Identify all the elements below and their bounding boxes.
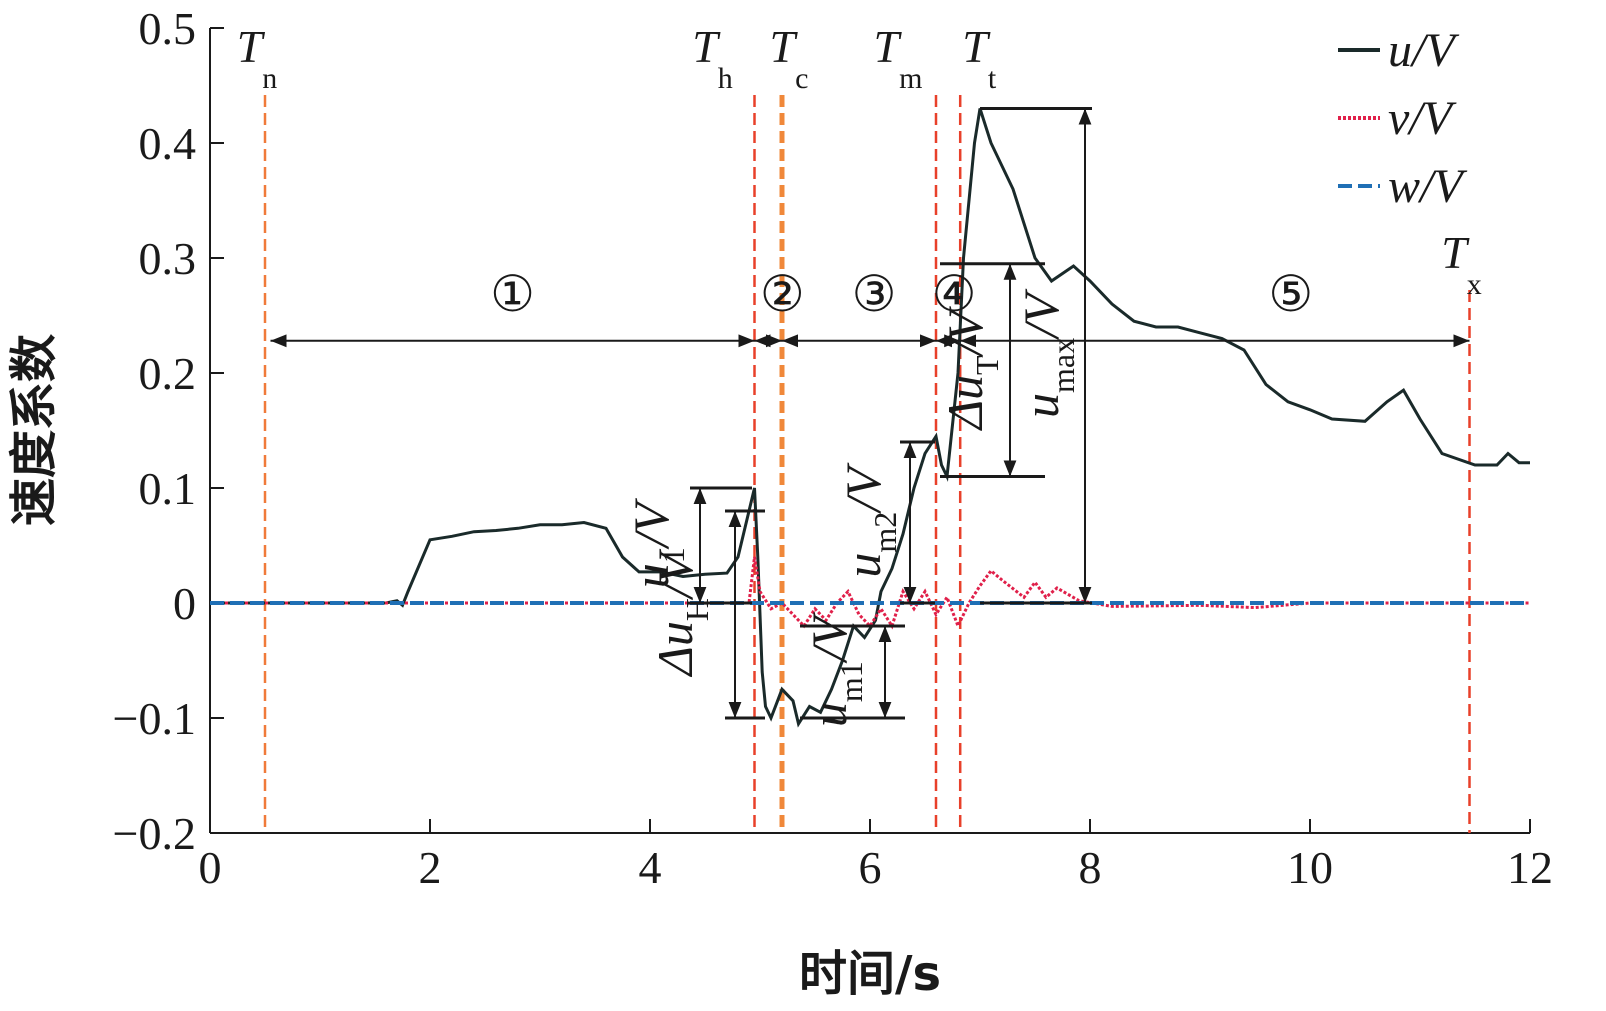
- y-tick-label: 0.2: [139, 348, 197, 399]
- marker-main: T: [237, 21, 266, 72]
- stage-label: ①: [490, 266, 535, 322]
- marker-label: Th: [692, 21, 733, 95]
- marker-label: Tt: [962, 21, 997, 95]
- marker-label: Tc: [770, 21, 809, 95]
- legend-label: w/V: [1388, 160, 1467, 213]
- dimension-label: ΔuT/V: [937, 305, 1005, 431]
- stage-label: ③: [852, 266, 897, 322]
- dimension-label: um1/V: [801, 611, 869, 727]
- y-tick-label: 0.3: [139, 233, 197, 284]
- y-tick-label: 0.5: [139, 3, 197, 54]
- x-tick-label: 10: [1287, 842, 1333, 893]
- stage-label: ②: [760, 266, 805, 322]
- dimension-main: Δu: [937, 375, 993, 431]
- y-axis-label: 速度系数: [6, 334, 62, 526]
- marker-main: T: [874, 21, 903, 72]
- marker-label: Tm: [874, 21, 923, 95]
- dimension-tail: /V: [623, 497, 679, 550]
- marker-main: T: [962, 21, 991, 72]
- y-tick-label: 0.1: [139, 463, 197, 514]
- dimension-tail: /V: [1013, 288, 1069, 341]
- dimension-sub: T: [969, 355, 1005, 375]
- dimension-label: umax/V: [1013, 288, 1081, 418]
- y-tick-label: −0.1: [113, 693, 196, 744]
- marker-sub: x: [1467, 268, 1482, 301]
- x-tick-label: 12: [1507, 842, 1553, 893]
- stage-label: ④: [932, 266, 977, 322]
- dimension-tail: /V: [801, 611, 857, 664]
- dimension-sub: m2: [867, 512, 903, 553]
- x-tick-label: 4: [639, 842, 662, 893]
- legend-label: u/V: [1388, 24, 1459, 77]
- dimension-sub: m1: [833, 661, 869, 702]
- dimension-sub: max: [1045, 338, 1081, 393]
- y-tick-label: 0.4: [139, 118, 197, 169]
- x-tick-label: 6: [859, 842, 882, 893]
- dimension-main: u: [801, 702, 857, 727]
- marker-label: Tx: [1441, 227, 1482, 301]
- series-line: [210, 108, 1530, 728]
- x-tick-label: 0: [199, 842, 222, 893]
- marker-sub: m: [899, 62, 922, 95]
- dimension-label: ΔuH/V: [647, 548, 715, 677]
- marker-sub: t: [988, 62, 997, 95]
- marker-label: Tn: [237, 21, 278, 95]
- marker-main: T: [770, 21, 799, 72]
- dimension-tail: /V: [647, 548, 703, 601]
- marker-sub: c: [795, 62, 808, 95]
- dimension-label: um2/V: [835, 462, 903, 578]
- marker-sub: h: [718, 62, 733, 95]
- y-tick-label: −0.2: [113, 808, 196, 859]
- dimension-main: Δu: [647, 621, 703, 677]
- stage-label: ⑤: [1268, 266, 1313, 322]
- x-tick-label: 2: [419, 842, 442, 893]
- dimension-label: u1/V: [623, 497, 691, 588]
- x-axis-label: 时间/s: [799, 946, 941, 1002]
- marker-main: T: [1441, 227, 1470, 278]
- dimension-sub: H: [679, 598, 715, 621]
- series-line: [210, 556, 1530, 630]
- dimension-tail: /V: [835, 462, 891, 515]
- dimension-sub: 1: [655, 547, 691, 563]
- dimension-tail: /V: [937, 305, 993, 358]
- x-tick-label: 8: [1079, 842, 1102, 893]
- marker-main: T: [692, 21, 721, 72]
- legend-label: v/V: [1388, 92, 1457, 145]
- dimension-main: u: [835, 553, 891, 578]
- y-tick-label: 0: [173, 578, 196, 629]
- dimension-main: u: [623, 563, 679, 588]
- marker-sub: n: [262, 62, 277, 95]
- dimension-main: u: [1013, 393, 1069, 418]
